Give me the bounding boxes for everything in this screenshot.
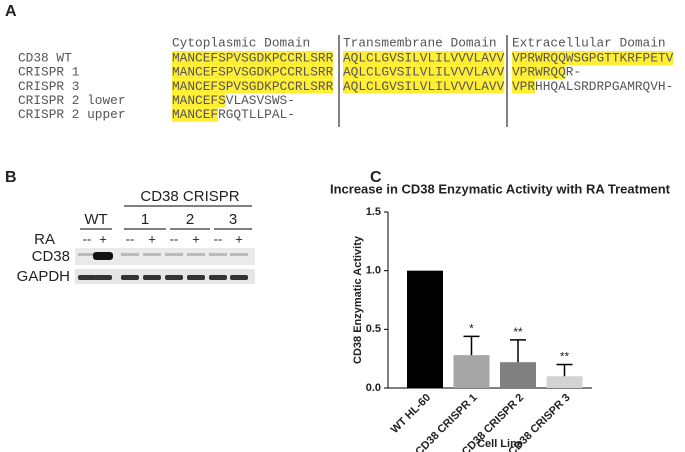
significance: * <box>469 322 474 336</box>
treatment-label: RA <box>34 231 55 248</box>
band <box>94 275 112 280</box>
highlight <box>512 65 566 80</box>
y-axis-title: CD38 Enzymatic Activity <box>352 235 364 364</box>
sequence: MANCEFSPVSGDKPCCRLSRR <box>172 65 334 80</box>
panel-letter: B <box>5 169 17 186</box>
sequence: MANCEFSPVSGDKPCCRLSRR <box>172 50 334 65</box>
sequence-name: CRISPR 2 lower <box>18 93 126 108</box>
band <box>143 253 161 256</box>
sequence: VPR <box>512 79 535 94</box>
bar <box>407 270 443 388</box>
blot-label: CD38 <box>32 248 70 265</box>
panel-letter: C <box>370 169 382 186</box>
bar <box>546 376 583 388</box>
sequence: MANCEFSPVSGDKPCCRLSRR <box>172 79 334 94</box>
lane-group: 3 <box>229 211 237 228</box>
band <box>209 253 227 256</box>
band <box>143 275 161 280</box>
sequence-name: CRISPR 3 <box>18 79 79 94</box>
sequence: VLASVSWS- <box>226 93 295 108</box>
group-label: CD38 CRISPR <box>140 188 239 205</box>
sequence: VPRWRQQWSGPGTTKRFPETV <box>512 50 674 65</box>
lane-group: 2 <box>186 211 194 228</box>
x-tick-label: WT HL-60 <box>389 392 433 436</box>
highlight <box>343 65 505 80</box>
domain-header: Transmembrane Domain <box>343 35 497 50</box>
lane-label: -- <box>214 231 223 246</box>
highlight <box>172 65 334 80</box>
domain-header: Cytoplasmic Domain <box>172 35 310 50</box>
blot-label: GAPDH <box>17 268 70 285</box>
lane-label: + <box>235 231 243 246</box>
band <box>121 253 139 256</box>
lane-group: 1 <box>141 211 149 228</box>
band <box>93 252 113 260</box>
band <box>121 275 139 280</box>
band <box>187 275 205 280</box>
highlight <box>512 79 536 94</box>
y-tick-label: 1.5 <box>366 206 381 218</box>
highlight <box>343 79 505 94</box>
significance: ** <box>513 325 523 339</box>
highlight <box>512 51 674 65</box>
band <box>78 275 96 280</box>
band <box>209 275 227 280</box>
band <box>230 253 248 256</box>
highlight <box>172 93 226 108</box>
highlight <box>343 51 505 65</box>
lane-group: WT <box>84 211 107 228</box>
sequence: RGQTLLPAL- <box>218 107 295 122</box>
blot-gapdh <box>75 269 255 284</box>
highlight <box>172 79 334 94</box>
bar <box>500 362 536 388</box>
band <box>165 253 183 256</box>
sequence: MANCEFS <box>172 93 226 108</box>
highlight <box>172 51 334 65</box>
y-tick-label: 0.0 <box>366 382 381 394</box>
significance: ** <box>560 350 570 364</box>
lane-label: + <box>148 231 156 246</box>
lane-label: -- <box>126 231 135 246</box>
sequence-name: CRISPR 2 upper <box>18 107 126 122</box>
band <box>187 253 205 256</box>
panel-letter: A <box>5 3 17 20</box>
lane-label: -- <box>83 231 92 246</box>
band <box>78 253 96 256</box>
sequence: R- <box>566 65 581 80</box>
chart-title: Increase in CD38 Enzymatic Activity with… <box>330 181 671 196</box>
bar <box>453 355 490 388</box>
sequence-name: CD38 WT <box>18 50 72 65</box>
domain-header: Extracellular Domain <box>512 35 666 50</box>
blot-cd38 <box>75 248 255 265</box>
sequence: AQLCLGVSILVLILVVVLAVV <box>343 50 505 65</box>
lane-label: -- <box>170 231 179 246</box>
band <box>165 275 183 280</box>
sequence: MANCEF <box>172 107 218 122</box>
y-tick-label: 1.0 <box>366 265 381 277</box>
sequence: AQLCLGVSILVLILVVVLAVV <box>343 79 505 94</box>
lane-label: + <box>192 231 200 246</box>
band <box>230 275 248 280</box>
sequence: HHQALSRDRPGAMRQVH- <box>535 79 673 94</box>
sequence: AQLCLGVSILVLILVVVLAVV <box>343 65 505 80</box>
highlight <box>172 107 219 122</box>
x-axis-title: Cell Line <box>477 438 523 450</box>
sequence: VPRWRQQ <box>512 65 566 80</box>
y-tick-label: 0.5 <box>366 323 381 335</box>
sequence-name: CRISPR 1 <box>18 65 80 80</box>
lane-label: + <box>99 231 107 246</box>
